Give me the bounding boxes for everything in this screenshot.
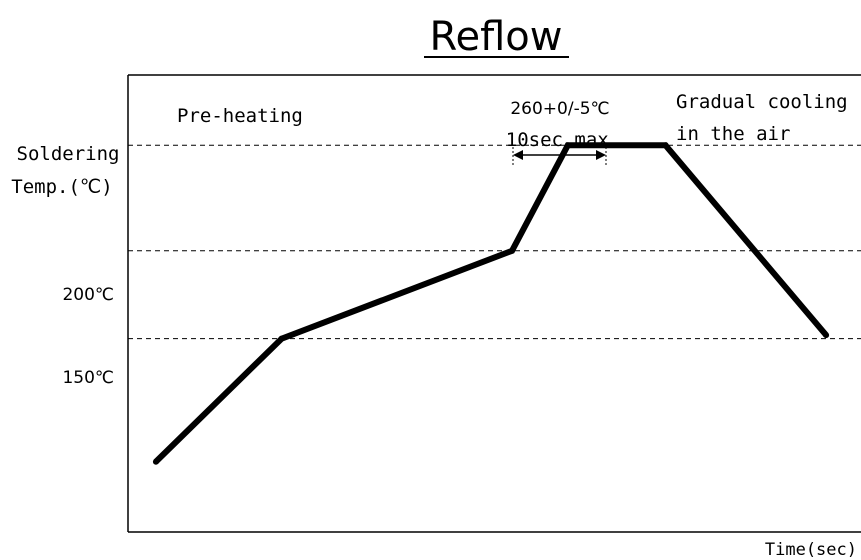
chart-title: Reflow	[430, 14, 563, 60]
annotation-pre-heating: Pre-heating	[177, 105, 303, 127]
soldering-label-line2: Temp.(℃)	[11, 176, 112, 198]
ref-label-150: 150℃	[62, 368, 114, 388]
arrow-head-right	[596, 150, 606, 160]
annotation-cooling-line2: in the air	[676, 123, 790, 145]
reflow-profile-line	[153, 142, 829, 464]
ref-label-200: 200℃	[62, 285, 114, 305]
profile-point	[278, 335, 285, 342]
annotation-peak-temp: 260+0/-5℃	[510, 99, 609, 119]
arrow-head-left	[513, 150, 523, 160]
profile-point	[508, 247, 515, 254]
profile-point	[564, 142, 571, 149]
profile-point	[823, 332, 830, 339]
profile-point	[662, 142, 669, 149]
x-axis-label: Time(sec)	[765, 540, 857, 560]
soldering-label-line1: Soldering	[17, 143, 120, 165]
profile-point	[152, 458, 159, 465]
annotation-cooling-line1: Gradual cooling	[676, 91, 848, 113]
